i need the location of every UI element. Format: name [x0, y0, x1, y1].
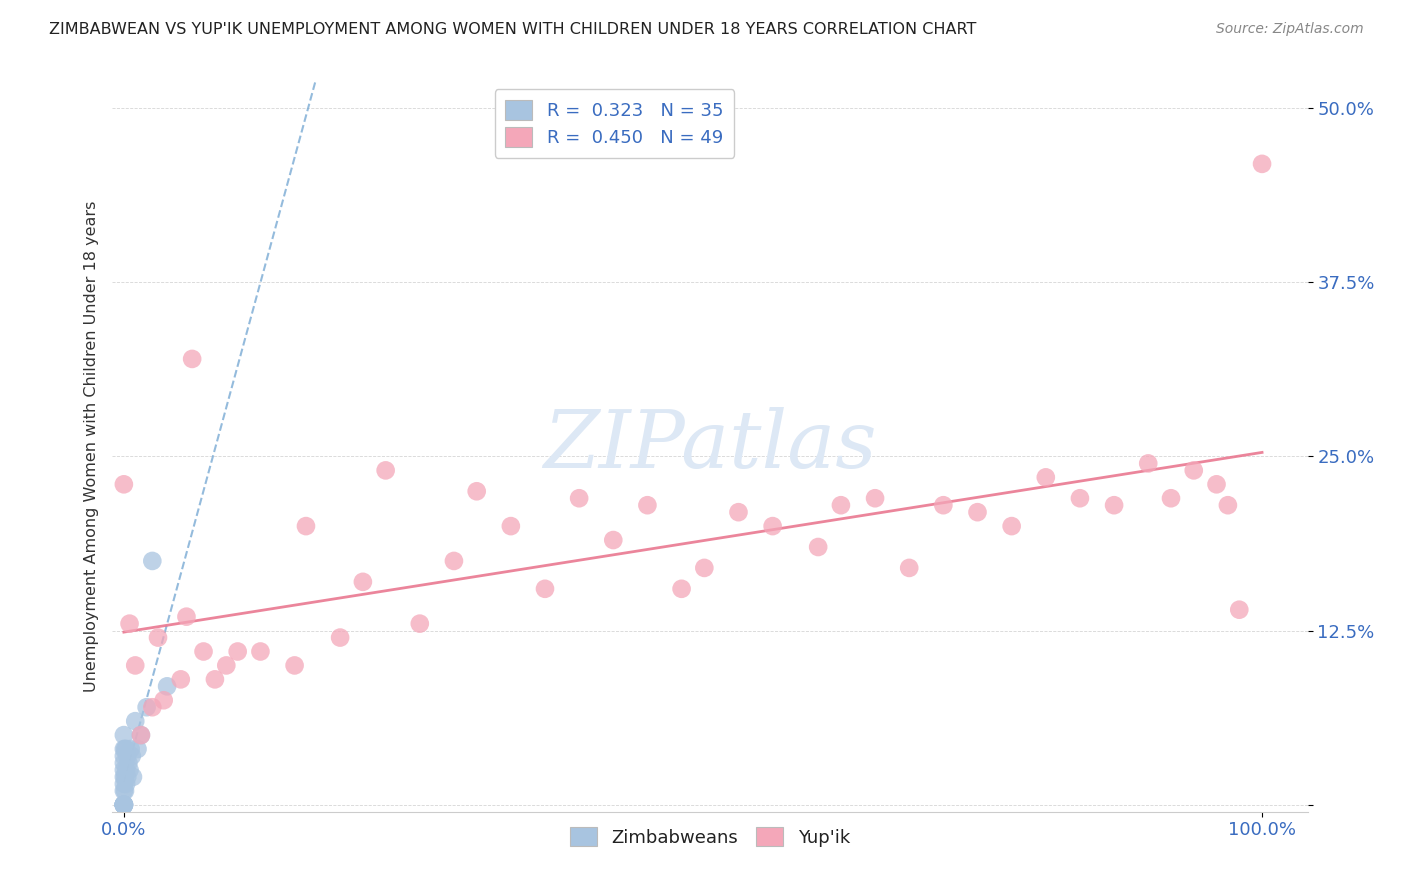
Point — [602, 533, 624, 547]
Point — [193, 644, 215, 658]
Point — [114, 784, 136, 798]
Point — [465, 484, 488, 499]
Point — [898, 561, 921, 575]
Point — [1205, 477, 1227, 491]
Point — [1251, 157, 1274, 171]
Point — [1227, 603, 1250, 617]
Point — [112, 477, 135, 491]
Point — [176, 609, 198, 624]
Point — [112, 797, 135, 812]
Point — [1035, 470, 1057, 484]
Point — [409, 616, 432, 631]
Point — [114, 742, 136, 756]
Point — [124, 714, 146, 728]
Point — [181, 351, 204, 366]
Point — [1102, 498, 1125, 512]
Point — [249, 644, 271, 658]
Point — [118, 763, 141, 777]
Text: ZIPatlas: ZIPatlas — [543, 408, 877, 484]
Point — [226, 644, 249, 658]
Point — [693, 561, 716, 575]
Point — [329, 631, 352, 645]
Point — [295, 519, 318, 533]
Point — [1160, 491, 1182, 506]
Point — [112, 797, 135, 812]
Text: Source: ZipAtlas.com: Source: ZipAtlas.com — [1216, 22, 1364, 37]
Point — [204, 673, 226, 687]
Point — [122, 770, 145, 784]
Point — [156, 679, 179, 693]
Point — [152, 693, 174, 707]
Point — [830, 498, 852, 512]
Point — [762, 519, 785, 533]
Point — [1137, 457, 1160, 471]
Point — [112, 797, 135, 812]
Point — [112, 797, 135, 812]
Point — [170, 673, 193, 687]
Point — [120, 742, 142, 756]
Point — [112, 797, 135, 812]
Point — [112, 749, 135, 764]
Point — [1216, 498, 1239, 512]
Point — [146, 631, 169, 645]
Point — [115, 777, 138, 791]
Point — [284, 658, 307, 673]
Point — [112, 728, 135, 742]
Point — [127, 742, 149, 756]
Point — [117, 749, 139, 764]
Point — [534, 582, 557, 596]
Point — [129, 728, 152, 742]
Text: ZIMBABWEAN VS YUP'IK UNEMPLOYMENT AMONG WOMEN WITH CHILDREN UNDER 18 YEARS CORRE: ZIMBABWEAN VS YUP'IK UNEMPLOYMENT AMONG … — [49, 22, 977, 37]
Point — [112, 777, 135, 791]
Point — [499, 519, 522, 533]
Point — [141, 554, 163, 568]
Point — [215, 658, 238, 673]
Legend: Zimbabweans, Yup'ik: Zimbabweans, Yup'ik — [562, 820, 858, 854]
Point — [135, 700, 157, 714]
Point — [112, 742, 135, 756]
Point — [117, 770, 139, 784]
Point — [112, 797, 135, 812]
Point — [112, 770, 135, 784]
Point — [117, 756, 139, 770]
Point — [115, 763, 138, 777]
Point — [124, 658, 146, 673]
Point — [129, 728, 152, 742]
Point — [966, 505, 988, 519]
Point — [727, 505, 749, 519]
Point — [671, 582, 693, 596]
Y-axis label: Unemployment Among Women with Children Under 18 years: Unemployment Among Women with Children U… — [83, 201, 98, 691]
Point — [1182, 463, 1205, 477]
Point — [112, 797, 135, 812]
Point — [863, 491, 886, 506]
Point — [807, 540, 830, 554]
Point — [636, 498, 658, 512]
Point — [112, 797, 135, 812]
Point — [374, 463, 396, 477]
Point — [141, 700, 163, 714]
Point — [121, 749, 143, 764]
Point — [1001, 519, 1024, 533]
Point — [114, 770, 136, 784]
Point — [112, 784, 135, 798]
Point — [352, 574, 374, 589]
Point — [112, 763, 135, 777]
Point — [932, 498, 955, 512]
Point — [568, 491, 591, 506]
Point — [118, 616, 141, 631]
Point — [443, 554, 465, 568]
Point — [112, 756, 135, 770]
Point — [1069, 491, 1091, 506]
Point — [115, 742, 138, 756]
